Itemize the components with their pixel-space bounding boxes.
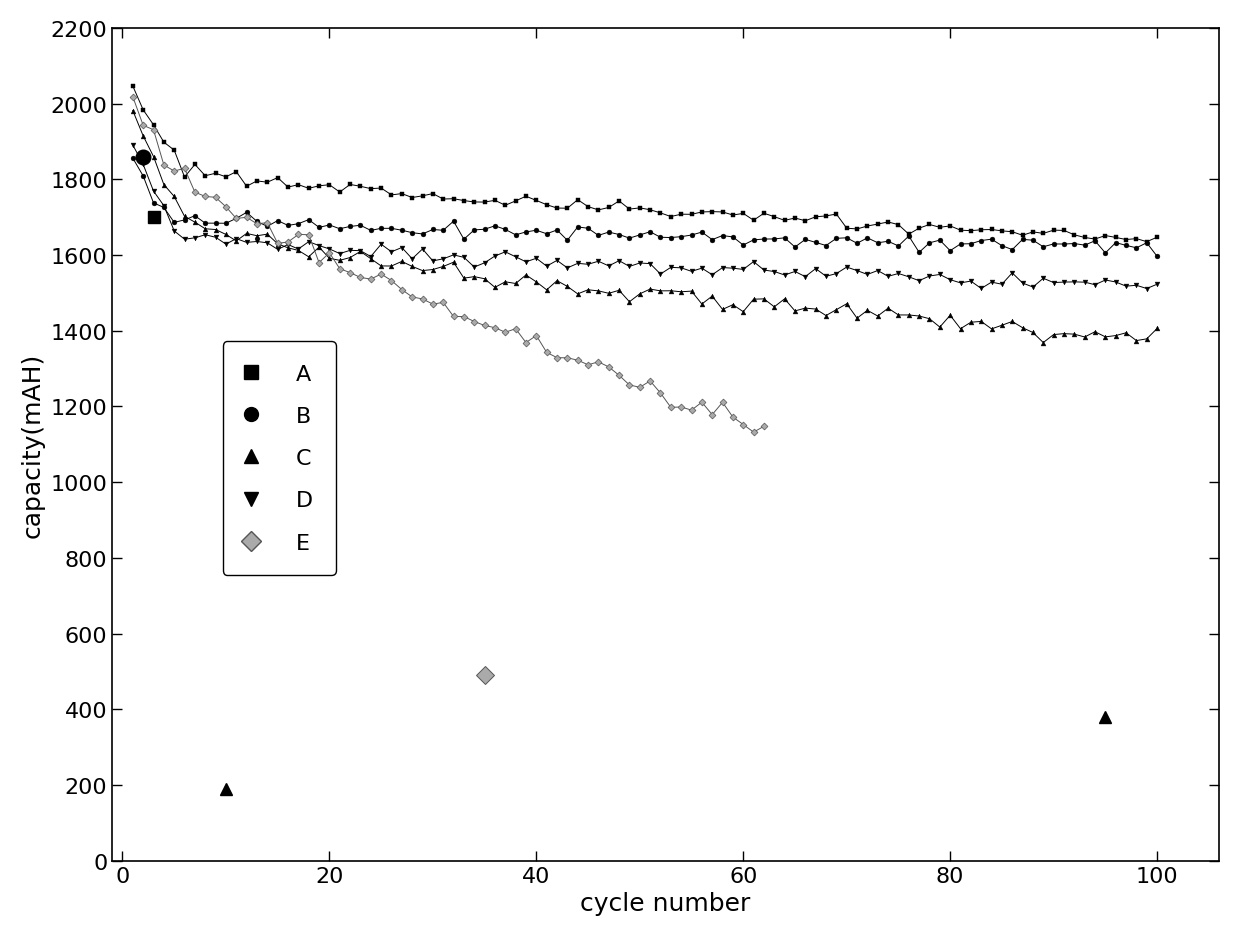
C: [1078, 332, 1092, 344]
A: [322, 180, 337, 191]
C: [125, 106, 140, 117]
A: [1066, 230, 1081, 241]
C: [1109, 330, 1123, 342]
C: [653, 285, 668, 297]
D: [1097, 275, 1112, 286]
A: [1140, 237, 1154, 248]
A: [653, 208, 668, 219]
B: [125, 154, 140, 165]
Legend: A, B, C, D, E: A, B, C, D, E: [223, 342, 336, 575]
E: [249, 219, 264, 230]
C: [1035, 338, 1050, 349]
A: [125, 81, 140, 93]
X-axis label: cycle number: cycle number: [580, 891, 751, 915]
D: [1149, 279, 1164, 290]
D: [322, 244, 337, 256]
Line: D: D: [130, 143, 1159, 292]
E: [746, 427, 761, 438]
B: [735, 241, 750, 252]
E: [756, 421, 771, 432]
A: [1149, 232, 1164, 243]
B: [363, 226, 378, 237]
A: [735, 209, 750, 220]
Line: C: C: [130, 109, 1159, 345]
E: [125, 92, 140, 103]
E: [177, 164, 192, 175]
E: [291, 229, 306, 241]
E: [435, 298, 450, 309]
A: [1097, 230, 1112, 241]
E: [508, 324, 523, 335]
C: [1149, 324, 1164, 335]
B: [1097, 248, 1112, 259]
D: [1066, 277, 1081, 288]
Line: B: B: [130, 156, 1159, 259]
E: [673, 402, 688, 413]
A: [363, 183, 378, 195]
D: [653, 270, 668, 281]
Line: A: A: [130, 84, 1159, 245]
Y-axis label: capacity(mAH): capacity(mAH): [21, 352, 45, 537]
D: [363, 252, 378, 263]
B: [1149, 252, 1164, 263]
B: [1066, 239, 1081, 250]
C: [322, 254, 337, 265]
C: [363, 254, 378, 265]
B: [322, 220, 337, 231]
B: [653, 232, 668, 243]
Line: E: E: [130, 95, 766, 435]
D: [735, 265, 750, 276]
D: [125, 140, 140, 152]
C: [735, 307, 750, 318]
D: [1140, 284, 1154, 295]
